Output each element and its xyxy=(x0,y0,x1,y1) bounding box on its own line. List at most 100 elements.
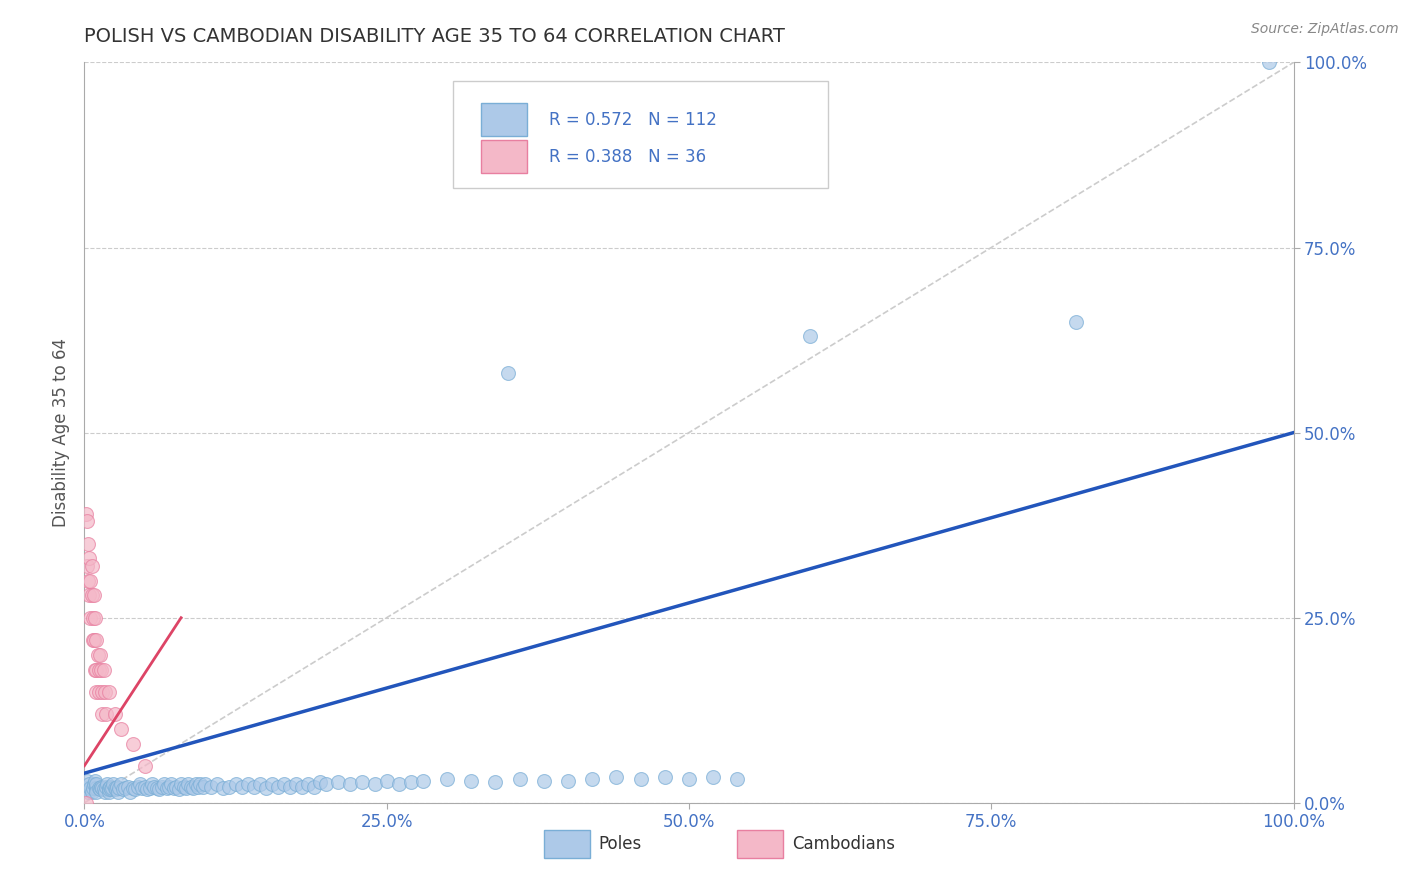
Point xyxy=(134,780,156,794)
Point xyxy=(190,777,212,791)
Point xyxy=(242,780,264,794)
Point xyxy=(460,773,482,788)
Point xyxy=(114,780,136,795)
Point xyxy=(297,777,319,791)
Point xyxy=(77,574,100,588)
Point xyxy=(91,685,114,699)
Point xyxy=(97,780,120,795)
Point xyxy=(129,777,152,791)
Point xyxy=(153,777,176,791)
Point xyxy=(86,785,108,799)
Point xyxy=(127,780,149,794)
Point xyxy=(249,777,271,791)
Point xyxy=(702,770,724,784)
Point xyxy=(94,706,117,721)
Point xyxy=(131,780,153,795)
Point xyxy=(79,574,101,588)
Point xyxy=(388,777,411,791)
Point xyxy=(108,780,131,795)
Point xyxy=(87,685,110,699)
Point xyxy=(84,610,107,624)
Point xyxy=(82,632,104,647)
Point xyxy=(76,515,98,529)
Point xyxy=(143,780,166,794)
Point xyxy=(80,558,103,573)
Point xyxy=(375,773,398,788)
Point xyxy=(180,780,202,794)
Point xyxy=(200,780,222,794)
Point xyxy=(309,775,332,789)
Point xyxy=(173,780,195,794)
Point xyxy=(207,777,229,791)
Point xyxy=(100,782,122,797)
Point xyxy=(97,782,120,797)
Point xyxy=(80,589,103,603)
Point xyxy=(86,663,108,677)
Point xyxy=(91,706,114,721)
Point xyxy=(181,780,204,795)
Text: Source: ZipAtlas.com: Source: ZipAtlas.com xyxy=(1251,22,1399,37)
Point xyxy=(101,780,124,795)
Point xyxy=(533,773,555,788)
Point xyxy=(93,782,115,797)
Point xyxy=(104,782,127,797)
Point xyxy=(83,777,105,791)
Point xyxy=(134,758,156,772)
Point xyxy=(77,589,100,603)
Point xyxy=(138,780,160,795)
Point xyxy=(82,610,104,624)
Point xyxy=(86,685,108,699)
Point xyxy=(412,773,434,788)
Text: Poles: Poles xyxy=(599,835,641,853)
Point xyxy=(77,536,100,550)
Point xyxy=(83,632,105,647)
Point xyxy=(79,610,101,624)
Point xyxy=(678,772,700,786)
FancyBboxPatch shape xyxy=(481,140,527,173)
Point xyxy=(87,780,110,795)
Point xyxy=(136,782,159,797)
Point xyxy=(163,780,186,795)
Point xyxy=(581,772,603,786)
Point xyxy=(112,782,135,797)
Point xyxy=(352,775,374,789)
Point xyxy=(267,780,290,794)
Point xyxy=(84,773,107,788)
Point xyxy=(157,780,180,794)
Point xyxy=(278,780,301,794)
Point xyxy=(236,777,259,791)
Point xyxy=(94,685,117,699)
Point xyxy=(187,780,209,794)
Point xyxy=(291,780,314,794)
Text: R = 0.572   N = 112: R = 0.572 N = 112 xyxy=(548,111,717,128)
Point xyxy=(83,589,105,603)
Point xyxy=(191,780,214,794)
Point xyxy=(284,777,308,791)
Point xyxy=(82,780,104,795)
Point xyxy=(725,772,748,786)
Point xyxy=(121,780,143,795)
Point xyxy=(160,777,183,791)
Point xyxy=(76,558,98,573)
Point xyxy=(654,770,676,784)
FancyBboxPatch shape xyxy=(544,830,589,858)
Point xyxy=(302,780,325,794)
Point xyxy=(117,780,139,794)
Point xyxy=(77,785,100,799)
Point xyxy=(76,773,98,788)
Point xyxy=(150,780,173,794)
Point xyxy=(80,785,103,799)
Point xyxy=(170,777,193,791)
Point xyxy=(339,777,361,791)
Point xyxy=(90,780,112,794)
Point xyxy=(86,632,108,647)
Point xyxy=(124,782,146,797)
Point xyxy=(77,777,100,791)
Point xyxy=(96,777,118,791)
Point xyxy=(98,780,121,794)
Text: R = 0.388   N = 36: R = 0.388 N = 36 xyxy=(548,148,706,166)
Point xyxy=(148,782,170,797)
Point xyxy=(97,785,120,799)
Point xyxy=(1064,314,1087,328)
Point xyxy=(93,663,115,677)
